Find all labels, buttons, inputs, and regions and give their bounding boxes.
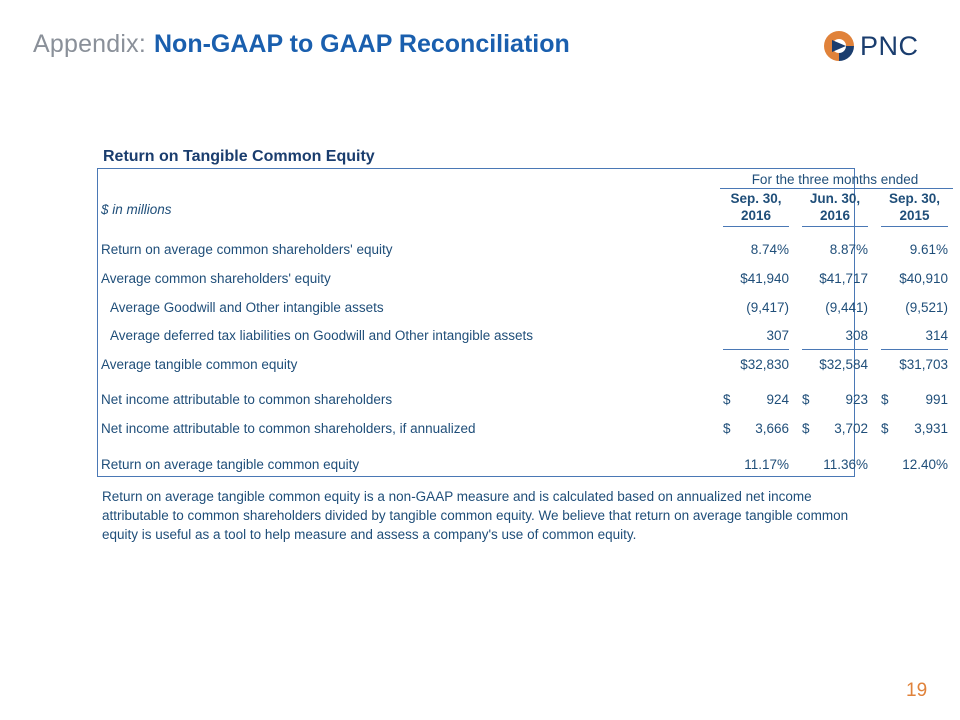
currency-symbol: $: [881, 421, 889, 436]
row-value: 924: [766, 392, 789, 407]
row-value-cell: $3,702: [802, 421, 868, 436]
row-value: 923: [845, 392, 868, 407]
row-value: $32,830: [740, 357, 789, 372]
row-value: (9,417): [746, 300, 789, 315]
slide-title: Appendix: Non-GAAP to GAAP Reconciliation: [33, 30, 570, 59]
row-value: 3,702: [834, 421, 868, 436]
row-value: (9,441): [825, 300, 868, 315]
title-prefix: Appendix:: [33, 30, 146, 58]
row-value: 11.36%: [823, 457, 868, 472]
currency-symbol: $: [723, 421, 731, 436]
row-label: Average tangible common equity: [101, 357, 298, 372]
column-header-rule: [723, 226, 789, 227]
column-header-line2: 2016: [740, 208, 772, 223]
row-value: 9.61%: [909, 242, 948, 257]
row-value: $41,940: [740, 271, 789, 286]
row-value: 308: [845, 328, 868, 343]
row-value-cell: $991: [881, 392, 948, 407]
currency-symbol: $: [881, 392, 889, 407]
row-label: Net income attributable to common shareh…: [101, 421, 476, 436]
section-title: Return on Tangible Common Equity: [103, 148, 375, 165]
row-value: $41,717: [819, 271, 868, 286]
column-header: Sep. 30, 2016: [723, 190, 789, 224]
row-value: 8.87%: [829, 242, 868, 257]
column-header: Jun. 30, 2016: [802, 190, 868, 224]
subtotal-rule: [802, 349, 868, 350]
row-label: Average common shareholders' equity: [101, 271, 331, 286]
row-value-cell: $3,931: [881, 421, 948, 436]
row-label: Net income attributable to common shareh…: [101, 392, 393, 407]
column-header-rule: [802, 226, 868, 227]
logo-text: PNC: [860, 30, 919, 61]
subtotal-rule: [881, 349, 948, 350]
column-header: Sep. 30, 2015: [881, 190, 948, 224]
page-number: 19: [906, 680, 928, 701]
currency-symbol: $: [802, 421, 810, 436]
column-header-line1: Sep. 30,: [730, 191, 782, 206]
units-label: $ in millions: [101, 202, 172, 217]
row-value: $31,703: [899, 357, 948, 372]
row-value-cell: $3,666: [723, 421, 789, 436]
row-label: Average deferred tax liabilities on Good…: [110, 328, 533, 343]
column-header-line2: 2015: [899, 208, 930, 223]
currency-symbol: $: [723, 392, 731, 407]
row-label: Average Goodwill and Other intangible as…: [110, 300, 384, 315]
row-value: 11.17%: [744, 457, 789, 472]
row-value: $32,584: [819, 357, 868, 372]
row-value: 8.74%: [750, 242, 789, 257]
row-value: 3,666: [755, 421, 789, 436]
footnote: Return on average tangible common equity…: [102, 489, 849, 542]
subtotal-rule: [723, 349, 789, 350]
column-header-line1: Sep. 30,: [888, 191, 941, 206]
row-label: Return on average tangible common equity: [101, 457, 360, 472]
pnc-logo: PNC: [822, 28, 932, 64]
title-main: Non-GAAP to GAAP Reconciliation: [154, 30, 570, 58]
reconciliation-table: For the three months ended $ in millions…: [97, 168, 953, 477]
column-header-line1: Jun. 30,: [809, 191, 861, 206]
row-value: 314: [925, 328, 948, 343]
period-header-rule: [720, 188, 953, 189]
row-value: 3,931: [914, 421, 948, 436]
row-label: Return on average common shareholders' e…: [101, 242, 393, 257]
row-value-cell: $923: [802, 392, 868, 407]
period-header: For the three months ended: [751, 172, 919, 187]
currency-symbol: $: [802, 392, 810, 407]
row-value: 307: [766, 328, 789, 343]
row-value: 991: [925, 392, 948, 407]
column-header-rule: [881, 226, 948, 227]
pnc-logo-icon: [823, 30, 855, 62]
row-value-cell: $924: [723, 392, 789, 407]
row-value: $40,910: [899, 271, 948, 286]
column-header-line2: 2016: [819, 208, 851, 223]
row-value: 12.40%: [902, 457, 948, 472]
row-value: (9,521): [905, 300, 948, 315]
